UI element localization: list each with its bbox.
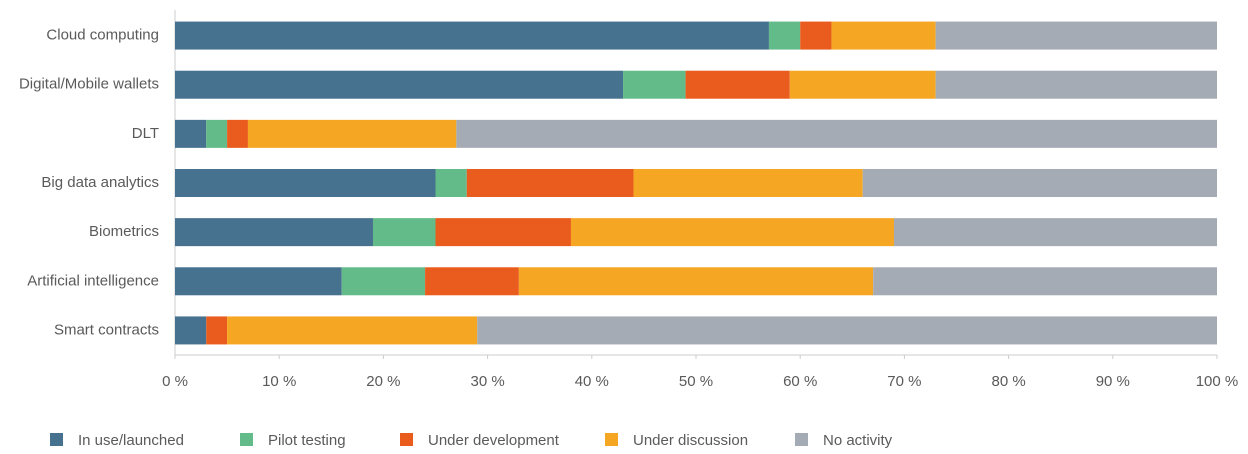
x-tick-label: 80 % — [991, 373, 1025, 390]
bar-segment — [768, 21, 801, 50]
bar-segment — [435, 169, 467, 197]
bar-segment — [175, 21, 769, 50]
bar-segment — [477, 316, 1217, 345]
legend-swatch — [605, 433, 618, 446]
bar-segment — [633, 169, 863, 197]
bar-segment — [456, 119, 1218, 148]
y-tick-label: DLT — [132, 125, 159, 142]
bar-segment — [862, 169, 1217, 197]
bar-segment — [372, 218, 436, 247]
bar-segment — [175, 267, 342, 296]
bar-segment — [518, 267, 874, 296]
x-tick-label: 0 % — [162, 373, 188, 390]
legend-swatch — [50, 433, 63, 446]
x-tick-label: 50 % — [679, 373, 713, 390]
y-tick-label: Smart contracts — [54, 321, 159, 338]
bar-segment — [935, 70, 1217, 99]
bar-segment — [685, 70, 790, 99]
bar-segment — [227, 119, 248, 148]
x-tick-label: 100 % — [1196, 373, 1239, 390]
bar-segment — [247, 119, 457, 148]
bar-segment — [893, 218, 1217, 247]
x-tick-label: 30 % — [470, 373, 504, 390]
bar-segment — [800, 21, 832, 50]
bar-segment — [175, 169, 436, 197]
x-tick-label: 90 % — [1096, 373, 1130, 390]
bar-segment — [175, 70, 624, 99]
bar-segment — [873, 267, 1217, 296]
bar-segment — [175, 119, 207, 148]
legend-swatch — [795, 433, 808, 446]
x-tick-label: 40 % — [575, 373, 609, 390]
bar-segment — [435, 218, 571, 247]
legend-label: No activity — [823, 432, 893, 449]
y-tick-label: Biometrics — [89, 223, 159, 240]
bar-segment — [570, 218, 894, 247]
bar-segment — [831, 21, 936, 50]
legend-label: In use/launched — [78, 432, 184, 449]
y-tick-label: Artificial intelligence — [27, 272, 159, 289]
y-tick-label: Big data analytics — [41, 174, 159, 191]
x-tick-label: 70 % — [887, 373, 921, 390]
y-tick-label: Cloud computing — [46, 27, 159, 44]
y-tick-label: Digital/Mobile wallets — [19, 76, 159, 93]
bar-segment — [466, 169, 634, 197]
bar-segment — [623, 70, 686, 99]
bar-segment — [175, 316, 207, 345]
legend-swatch — [240, 433, 253, 446]
legend-label: Under development — [428, 432, 560, 449]
bar-segment — [227, 316, 478, 345]
bar-segment — [206, 119, 228, 148]
legend-label: Pilot testing — [268, 432, 346, 449]
bar-segment — [425, 267, 519, 296]
legend-swatch — [400, 433, 413, 446]
bar-segment — [341, 267, 426, 296]
bar-segment — [789, 70, 936, 99]
x-tick-label: 10 % — [262, 373, 296, 390]
x-tick-label: 20 % — [366, 373, 400, 390]
bar-segment — [175, 218, 373, 247]
bar-segment — [206, 316, 228, 345]
bar-segment — [935, 21, 1217, 50]
x-tick-label: 60 % — [783, 373, 817, 390]
legend-label: Under discussion — [633, 432, 748, 449]
